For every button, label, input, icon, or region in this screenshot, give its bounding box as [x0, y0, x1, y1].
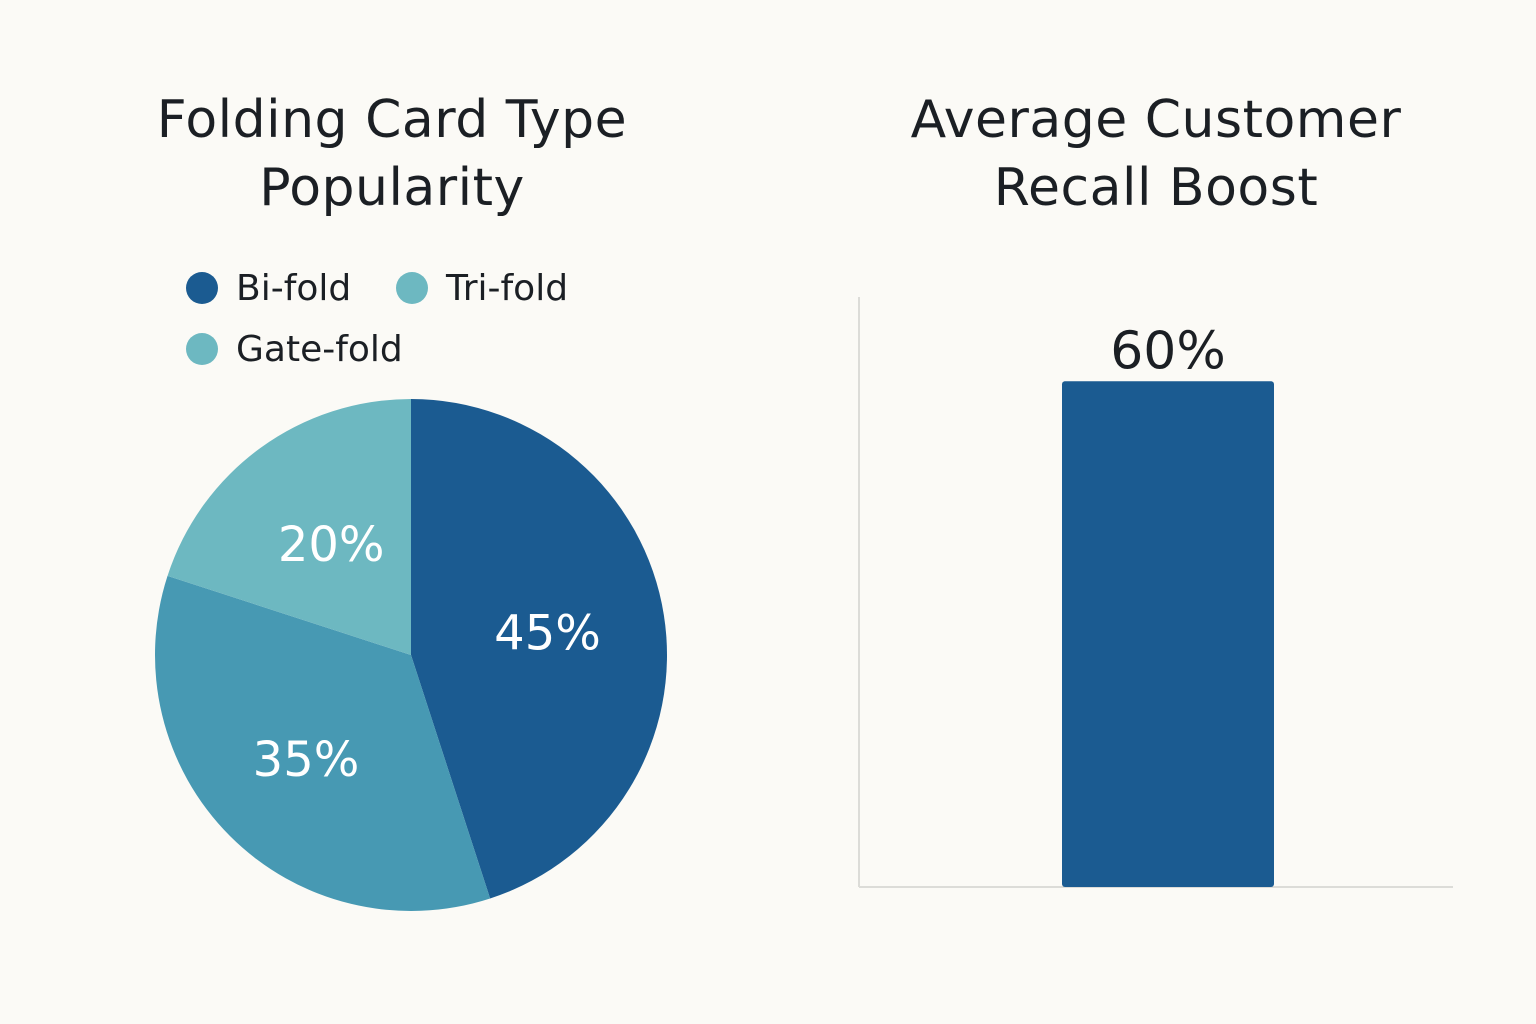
legend-item-bi-fold: Bi-fold	[186, 266, 351, 310]
bar-chart-title: Average Customer Recall Boost	[856, 86, 1456, 222]
pie-slice-gate-fold	[167, 399, 411, 655]
bar-chart: 60%	[858, 297, 1453, 888]
pie-chart: 45% 35% 20%	[154, 399, 668, 912]
bar-title-line-1: Average Customer	[910, 90, 1402, 150]
legend-label-tri-fold: Tri-fold	[446, 267, 569, 309]
legend-item-gate-fold: Gate-fold	[186, 327, 403, 371]
pie-label-tri-fold: 35%	[253, 732, 360, 788]
legend-swatch-tri-fold	[396, 272, 428, 304]
legend-label-bi-fold: Bi-fold	[236, 267, 352, 309]
pie-chart-title: Folding Card Type Popularity	[92, 86, 692, 222]
pie-title-line-1: Folding Card Type	[156, 90, 628, 150]
pie-label-bi-fold: 45%	[494, 605, 601, 661]
legend-swatch-gate-fold	[186, 333, 218, 365]
bar-recall-boost	[1062, 381, 1274, 887]
legend-label-gate-fold: Gate-fold	[236, 328, 403, 370]
legend-swatch-bi-fold	[186, 272, 218, 304]
pie-label-gate-fold: 20%	[278, 517, 385, 573]
pie-title-line-2: Popularity	[259, 158, 525, 218]
pie-slice-bi-fold	[411, 399, 668, 899]
pie-slice-tri-fold	[154, 575, 491, 912]
bar-title-line-2: Recall Boost	[993, 158, 1319, 218]
legend-item-tri-fold: Tri-fold	[396, 266, 568, 310]
bar-value-label: 60%	[1110, 321, 1226, 381]
